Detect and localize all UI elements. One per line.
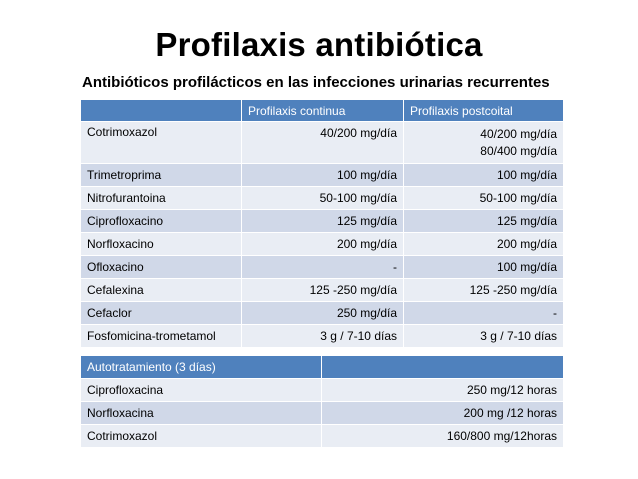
continua-dose-cell: 40/200 mg/día [241, 121, 404, 164]
continua-dose-cell: 100 mg/día [241, 163, 404, 187]
postcoital-dose-line: 100 mg/día [496, 260, 557, 274]
dose-cell: 200 mg /12 horas [321, 401, 564, 425]
postcoital-dose-cell: 200 mg/día [403, 232, 564, 256]
dose-cell: 250 mg/12 horas [321, 378, 564, 402]
postcoital-dose-line: 125 mg/día [496, 214, 557, 228]
drug-cell: Norfloxacina [80, 401, 322, 425]
table-row: Norfloxacina 200 mg /12 horas [80, 401, 564, 425]
prophylaxis-table: Profilaxis continua Profilaxis postcoita… [80, 99, 564, 348]
postcoital-dose-line: 80/400 mg/día [480, 143, 557, 158]
continua-dose-cell: 125 mg/día [241, 209, 404, 233]
postcoital-dose-cell: - [403, 301, 564, 325]
continua-dose-cell: 200 mg/día [241, 232, 404, 256]
header-cell-drug [80, 99, 242, 122]
drug-cell: Ciprofloxacino [80, 209, 242, 233]
postcoital-dose-line: 3 g / 7-10 días [480, 329, 557, 343]
table-row: Fosfomicina-trometamol 3 g / 7-10 días 3 g… [80, 324, 564, 348]
continua-dose-cell: - [241, 255, 404, 279]
table-row: Cotrimoxazol 40/200 mg/día 40/200 mg/día 80… [80, 121, 564, 164]
postcoital-dose-line: 200 mg/día [496, 237, 557, 251]
table-row: Nitrofurantoina 50-100 mg/día 50-100 mg/dí… [80, 186, 564, 210]
table-header-row: Autotratamiento (3 días) [80, 355, 564, 379]
drug-cell: Cefaclor [80, 301, 242, 325]
postcoital-dose-cell: 3 g / 7-10 días [403, 324, 564, 348]
drug-cell: Cefalexina [80, 278, 242, 302]
table-row: Cotrimoxazol 160/800 mg/12horas [80, 424, 564, 448]
table-row: Ofloxacino - 100 mg/día [80, 255, 564, 279]
postcoital-dose-cell: 100 mg/día [403, 255, 564, 279]
drug-cell: Norfloxacino [80, 232, 242, 256]
postcoital-dose-cell: 40/200 mg/día 80/400 mg/día [403, 121, 564, 164]
dose-cell: 160/800 mg/12horas [321, 424, 564, 448]
table-row: Cefalexina 125 -250 mg/día 125 -250 mg/día [80, 278, 564, 302]
drug-cell: Trimetroprima [80, 163, 242, 187]
header-cell-continua: Profilaxis continua [241, 99, 404, 122]
postcoital-dose-line: 100 mg/día [496, 168, 557, 182]
postcoital-dose-line: 125 -250 mg/día [469, 283, 557, 297]
postcoital-dose-cell: 125 -250 mg/día [403, 278, 564, 302]
postcoital-dose-line: 50-100 mg/día [479, 191, 557, 205]
page-subtitle: Antibióticos profilácticos en las infecc… [82, 74, 550, 91]
continua-dose-cell: 50-100 mg/día [241, 186, 404, 210]
table-header-row: Profilaxis continua Profilaxis postcoita… [80, 99, 564, 122]
drug-cell: Fosfomicina-trometamol [80, 324, 242, 348]
table-row: Cefaclor 250 mg/día - [80, 301, 564, 325]
postcoital-dose-line: - [553, 306, 557, 320]
postcoital-dose-cell: 50-100 mg/día [403, 186, 564, 210]
continua-dose-cell: 250 mg/día [241, 301, 404, 325]
postcoital-dose-cell: 100 mg/día [403, 163, 564, 187]
drug-cell: Cotrimoxazol [80, 424, 322, 448]
drug-cell: Ofloxacino [80, 255, 242, 279]
autotreatment-header-empty [321, 355, 564, 379]
continua-dose-cell: 125 -250 mg/día [241, 278, 404, 302]
drug-cell: Cotrimoxazol [80, 121, 242, 164]
autotreatment-header: Autotratamiento (3 días) [80, 355, 322, 379]
autotreatment-table: Autotratamiento (3 días) Ciprofloxacina 2… [80, 355, 564, 448]
postcoital-dose-cell: 125 mg/día [403, 209, 564, 233]
table-row: Norfloxacino 200 mg/día 200 mg/día [80, 232, 564, 256]
postcoital-dose-line: 40/200 mg/día [480, 126, 557, 141]
page-title: Profilaxis antibiótica [155, 26, 483, 63]
table-row: Ciprofloxacino 125 mg/día 125 mg/día [80, 209, 564, 233]
header-cell-postcoital: Profilaxis postcoital [403, 99, 564, 122]
drug-cell: Nitrofurantoina [80, 186, 242, 210]
table-row: Trimetroprima 100 mg/día 100 mg/día [80, 163, 564, 187]
table-row: Ciprofloxacina 250 mg/12 horas [80, 378, 564, 402]
drug-cell: Ciprofloxacina [80, 378, 322, 402]
continua-dose-cell: 3 g / 7-10 días [241, 324, 404, 348]
